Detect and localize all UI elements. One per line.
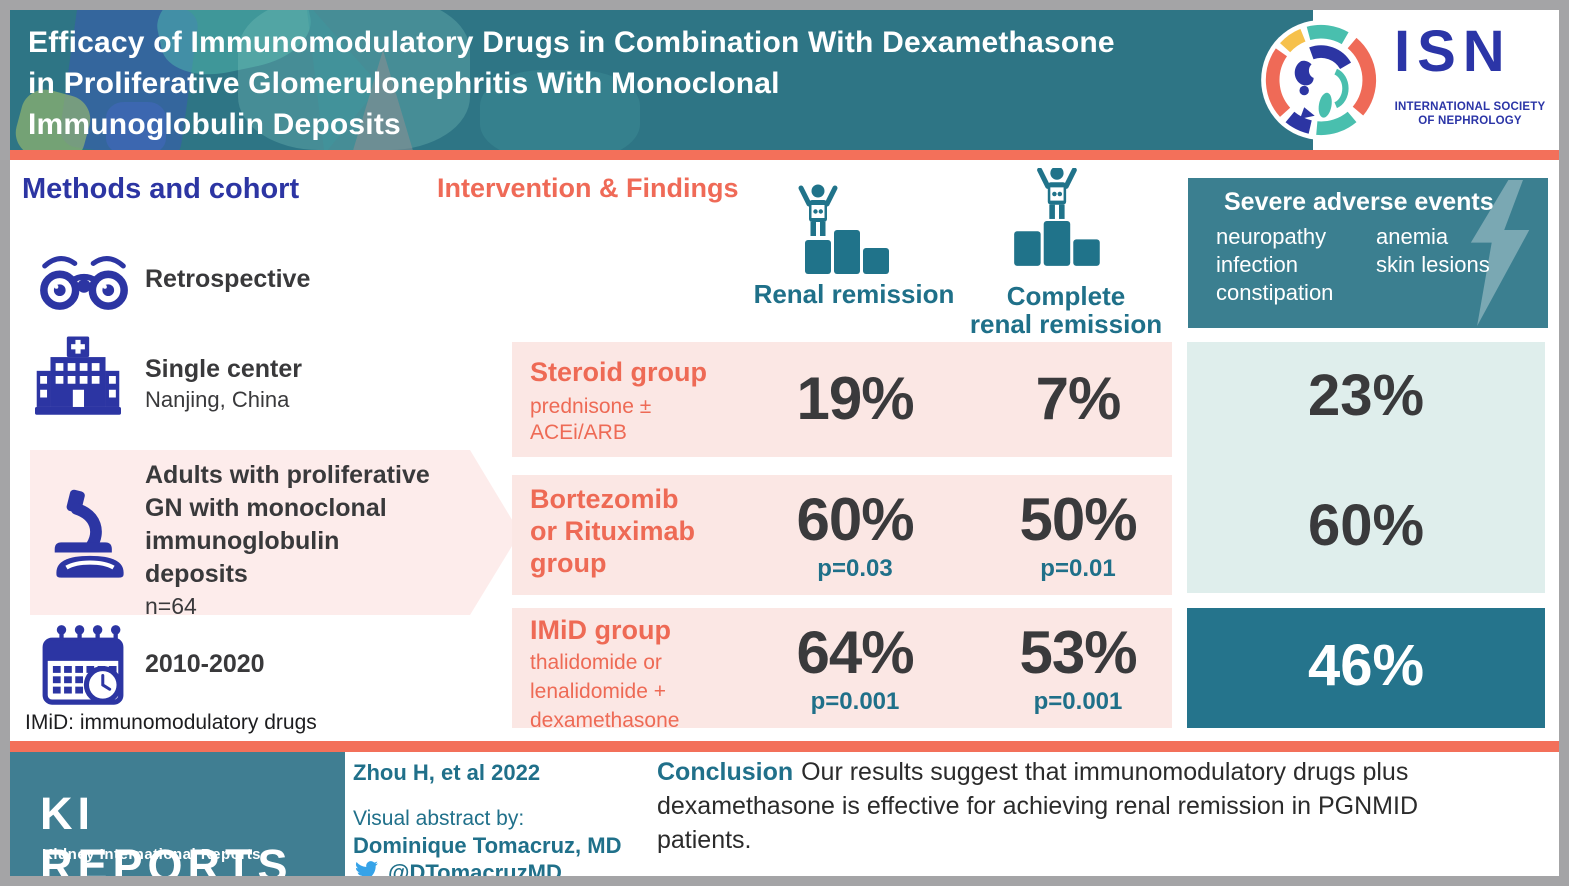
table-row-imid-group: IMiD group thalidomide or lenalidomide +… <box>512 608 1172 732</box>
twitter-handle: @DTomacruzMD <box>388 860 562 876</box>
credit-label: Visual abstract by: <box>353 807 525 830</box>
ki-reports-title: KI REPORTS <box>40 788 293 876</box>
conclusion-text: Our results suggest that immunomodulator… <box>657 758 1418 854</box>
group-name: Bortezomib or Rituximab group <box>530 484 696 578</box>
isn-society-name: INTERNATIONAL SOCIETY OF NEPHROLOGY <box>1394 101 1546 127</box>
lightning-icon <box>1470 180 1530 326</box>
adverse-value-bortezomib: 60% <box>1307 493 1425 558</box>
twitter-icon <box>355 861 378 876</box>
abbreviation-footnote: IMiD: immunomodulatory drugs <box>25 711 317 734</box>
method-center-label: Single center <box>145 355 302 383</box>
title-line: Immunoglobulin Deposits <box>28 108 401 141</box>
complete-remission-pvalue: p=0.01 <box>1040 555 1116 582</box>
divider-bottom <box>10 741 1559 752</box>
adverse-value-imid-panel: 46% <box>1187 608 1545 728</box>
adverse-item: anemia <box>1376 224 1449 249</box>
study-period-label: 2010-2020 <box>145 650 265 678</box>
isn-acronym: ISN <box>1394 19 1512 84</box>
divider-top <box>10 150 1559 160</box>
group-name: Steroid group <box>530 357 707 387</box>
severe-adverse-events-panel: Severe adverse events neuropathy infecti… <box>1188 178 1548 328</box>
adverse-events-heading: Severe adverse events <box>1224 188 1494 216</box>
renal-remission-pvalue: p=0.001 <box>810 688 900 715</box>
renal-remission-pvalue: p=0.03 <box>817 555 893 582</box>
table-row-bortezomib-rituximab-group: Bortezomib or Rituximab group 60% p=0.03… <box>512 475 1172 595</box>
complete-remission-value: 50% <box>1019 486 1137 553</box>
podium-renal-remission-icon <box>798 184 889 274</box>
citation: Zhou H, et al 2022 <box>353 760 541 785</box>
table-row-steroid-group: Steroid group prednisone ± ACEi/ARB 19% … <box>512 342 1172 457</box>
renal-remission-value: 19% <box>796 365 914 432</box>
ki-reports-logo: KI REPORTS Kidney International Reports <box>10 752 345 876</box>
complete-remission-value: 53% <box>1019 619 1137 686</box>
title-line: Efficacy of Immunomodulatory Drugs in Co… <box>28 26 1115 59</box>
hospital-icon <box>35 336 121 415</box>
renal-remission-value: 64% <box>796 619 914 686</box>
cohort-callout-arrow <box>470 450 520 615</box>
decor-blob <box>106 102 166 150</box>
group-regimen: prednisone ± ACEi/ARB <box>530 395 652 444</box>
page-title: Efficacy of Immunomodulatory Drugs in Co… <box>28 22 1115 145</box>
complete-remission-pvalue: p=0.001 <box>1033 688 1123 715</box>
findings-heading: Intervention & Findings <box>437 173 739 203</box>
cohort-size: n=64 <box>145 593 197 619</box>
renal-remission-value: 60% <box>796 486 914 553</box>
conclusion-label: Conclusion <box>657 758 794 786</box>
adverse-item: constipation <box>1216 280 1334 305</box>
microscope-icon <box>54 489 124 578</box>
credit-name: Dominique Tomacruz, MD <box>353 833 622 858</box>
calendar-icon <box>42 625 124 705</box>
cohort-description: Adults with proliferative GN with monocl… <box>145 461 430 588</box>
adverse-item: neuropathy <box>1216 224 1327 249</box>
visual-abstract: Efficacy of Immunomodulatory Drugs in Co… <box>10 10 1559 876</box>
column-complete-renal-remission: Complete renal remission <box>969 281 1163 339</box>
methods-heading: Methods and cohort <box>22 173 300 205</box>
adverse-values-panel: 23% 60% <box>1187 342 1545 593</box>
decor-blob <box>238 10 470 150</box>
adverse-value-steroid: 23% <box>1307 363 1425 428</box>
column-renal-remission: Renal remission <box>753 279 955 309</box>
podium-complete-remission-icon <box>1014 168 1100 266</box>
conclusion: Conclusion Our results suggest that immun… <box>657 755 1492 857</box>
decor-blob <box>480 70 640 150</box>
adverse-item: skin lesions <box>1376 252 1490 277</box>
method-retrospective-label: Retrospective <box>145 265 311 293</box>
group-name: IMiD group <box>530 615 671 645</box>
complete-remission-value: 7% <box>1035 365 1122 432</box>
cohort-callout <box>30 450 470 615</box>
title-line: in Proliferative Glomerulonephritis With… <box>28 67 780 100</box>
adverse-item: infection <box>1216 252 1298 277</box>
ki-reports-subtitle: Kidney International Reports <box>42 846 262 863</box>
method-center-location: Nanjing, China <box>145 387 290 412</box>
group-regimen: thalidomide or lenalidomide + dexamethas… <box>530 651 680 732</box>
binoculars-icon <box>40 256 128 310</box>
adverse-value-imid: 46% <box>1307 633 1425 698</box>
isn-logo-icon <box>1261 20 1381 140</box>
